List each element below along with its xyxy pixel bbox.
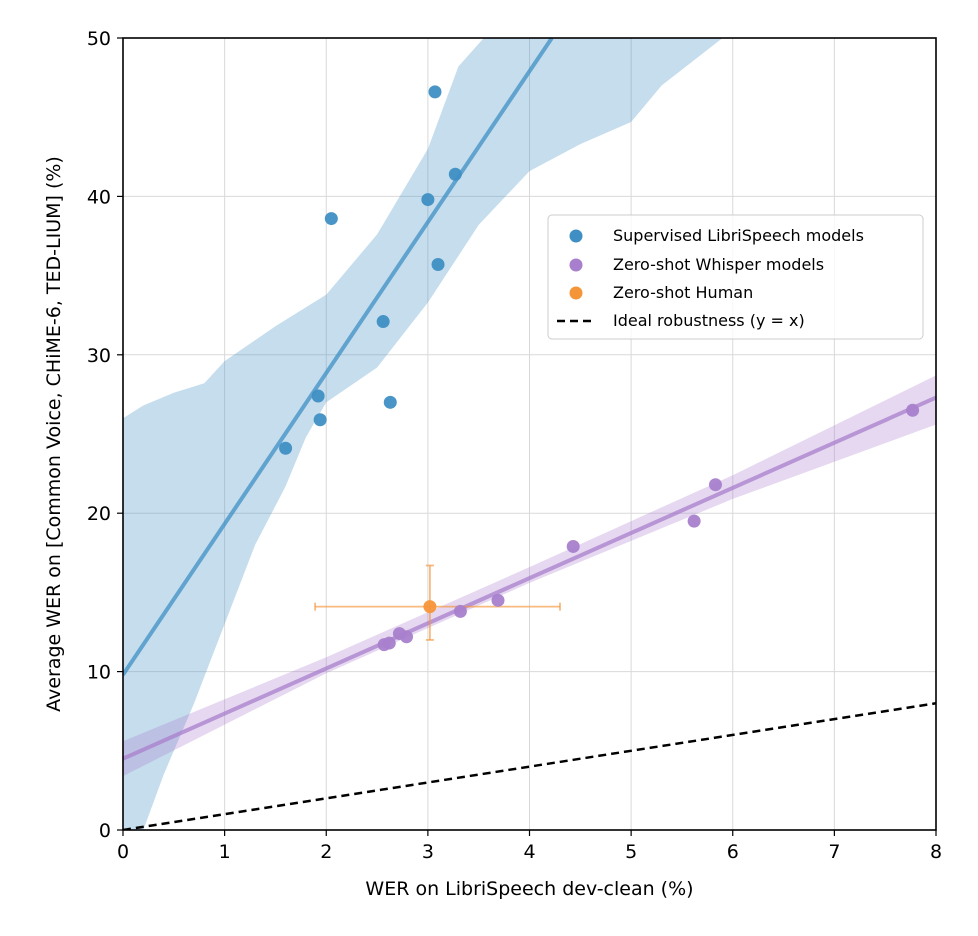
supervised-fit-line: [123, 38, 554, 676]
x-axis-label: WER on LibriSpeech dev-clean (%): [365, 878, 693, 900]
legend-label-whisper: Zero-shot Whisper models: [613, 255, 824, 274]
x-tick-label: 2: [320, 841, 332, 863]
x-tick-label: 4: [523, 841, 535, 863]
x-tick-label: 5: [625, 841, 637, 863]
legend: Supervised LibriSpeech models Zero-shot …: [547, 214, 924, 340]
supervised-point: [431, 258, 445, 272]
whisper-point: [687, 514, 701, 528]
human-point: [423, 600, 437, 614]
data-points: [279, 85, 920, 652]
legend-marker-supervised: [569, 229, 583, 243]
whisper-confidence-band: [123, 375, 936, 777]
supervised-point: [428, 85, 442, 99]
x-tick-label: 6: [727, 841, 739, 863]
supervised-point: [421, 193, 435, 207]
y-axis-label: Average WER on [Common Voice, CHiME-6, T…: [43, 156, 65, 712]
legend-frame: [547, 214, 924, 340]
whisper-point: [491, 593, 505, 607]
supervised-point: [383, 395, 397, 409]
y-tick-label: 30: [87, 345, 111, 367]
x-tick-label: 8: [930, 841, 942, 863]
x-tick-label: 3: [422, 841, 434, 863]
whisper-point: [708, 478, 722, 492]
supervised-point: [313, 413, 327, 427]
whisper-point: [906, 403, 920, 417]
x-tick-label: 0: [117, 841, 129, 863]
x-tick-label: 7: [828, 841, 840, 863]
x-tick-label: 1: [219, 841, 231, 863]
supervised-point: [376, 315, 390, 329]
whisper-point: [453, 604, 467, 618]
supervised-point: [311, 389, 325, 403]
legend-label-ideal: Ideal robustness (y = x): [613, 311, 805, 330]
whisper-point: [400, 630, 414, 644]
whisper-point: [566, 539, 580, 553]
y-tick-label: 0: [99, 820, 111, 842]
whisper-fit-line: [123, 395, 936, 761]
legend-marker-human: [569, 286, 583, 300]
supervised-point: [279, 441, 293, 455]
fit-lines: [123, 38, 936, 830]
grid: [122, 37, 937, 831]
y-tick-label: 40: [87, 186, 111, 208]
ideal-robustness-line: [123, 702, 936, 830]
legend-label-human: Zero-shot Human: [613, 283, 753, 302]
supervised-point: [324, 212, 338, 226]
y-tick-label: 10: [87, 662, 111, 684]
legend-label-supervised: Supervised LibriSpeech models: [613, 226, 864, 245]
y-tick-label: 50: [87, 28, 111, 50]
whisper-point: [382, 636, 396, 650]
axis-ticks: 0 1 2 3 4 5 6 7 8 0 10 20 30 40 50: [87, 28, 942, 863]
y-tick-label: 20: [87, 503, 111, 525]
supervised-point: [448, 167, 462, 181]
legend-marker-whisper: [569, 258, 583, 272]
